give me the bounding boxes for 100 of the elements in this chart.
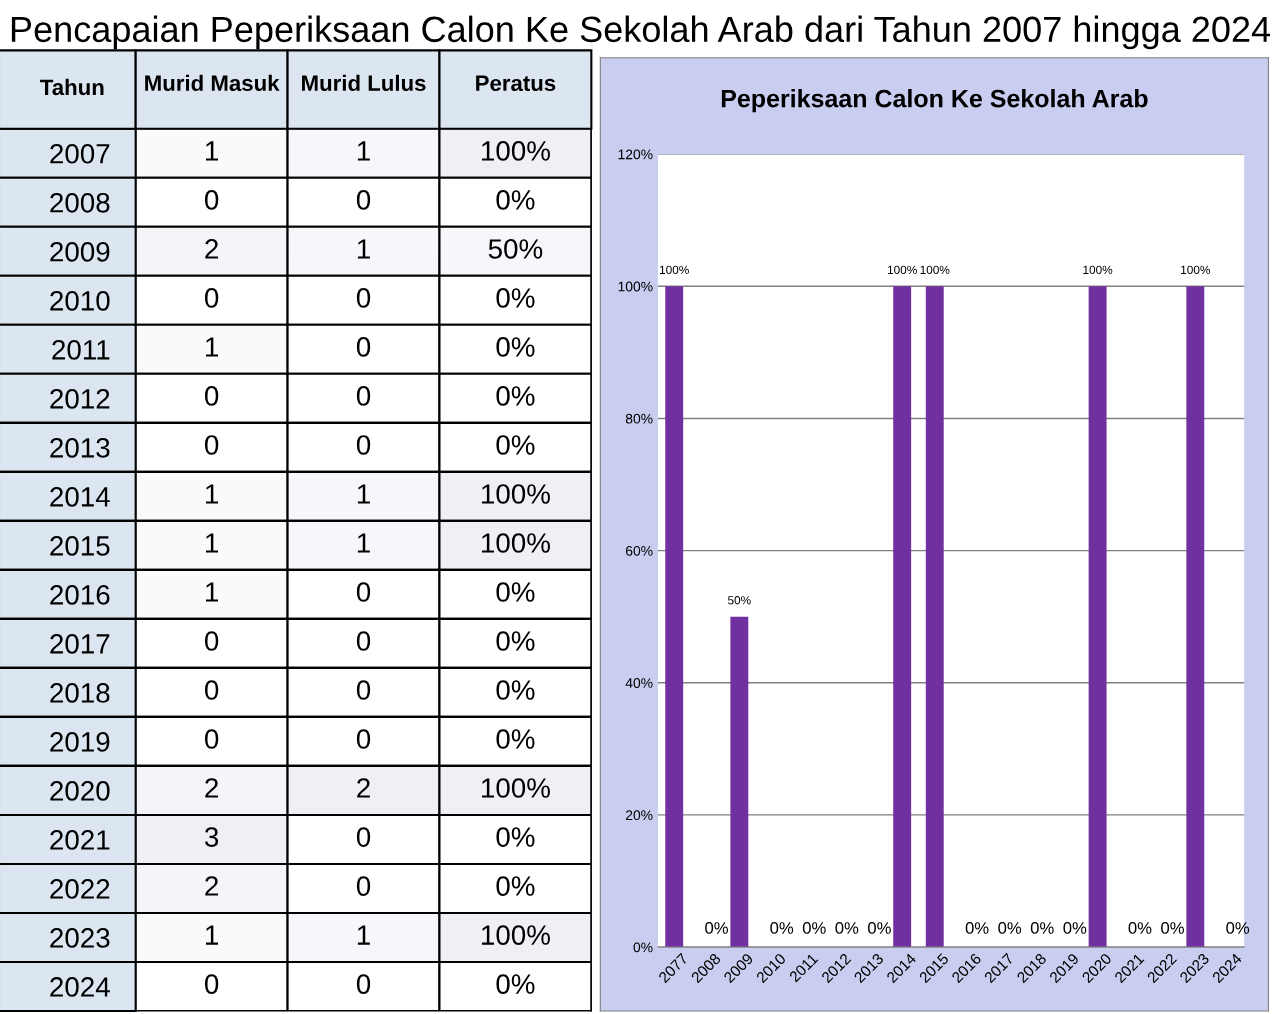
data-label: 0%	[496, 386, 535, 406]
data-label: 0	[356, 827, 371, 847]
data-label: 0%	[496, 974, 535, 994]
data-label: 0%	[1063, 922, 1087, 934]
data-label: 0%	[1226, 922, 1250, 934]
y-tick-label: 2020	[50, 781, 110, 801]
y-tick-label: 2008	[50, 192, 110, 213]
data-label: 1	[206, 533, 218, 553]
y-axis-title: Tahun	[40, 78, 104, 96]
data-label: 0%	[496, 435, 535, 455]
data-label: 100%	[482, 778, 550, 798]
data-label: 0%	[496, 631, 535, 651]
y-tick-label: 2021	[50, 830, 110, 850]
data-label: 0%	[835, 922, 859, 934]
y-tick-label: 40%	[625, 678, 653, 688]
data-label: 0	[356, 435, 371, 455]
data-label: 0%	[965, 922, 989, 934]
data-label: 0	[356, 876, 371, 896]
data-label: 0	[204, 288, 219, 308]
data-label: 1	[206, 337, 218, 357]
data-label: 1	[357, 239, 370, 259]
data-label: 0	[204, 631, 219, 651]
data-label: 0	[204, 190, 219, 210]
data-label: 0%	[496, 876, 535, 896]
data-label: 1	[206, 925, 218, 945]
data-label: 100%	[482, 533, 550, 553]
data-label: 0	[204, 435, 219, 455]
y-tick-label: 2013	[50, 438, 110, 458]
data-label: 0	[204, 729, 219, 749]
y-tick-label: 2023	[50, 928, 110, 948]
y-tick-label: 80%	[625, 413, 653, 424]
data-label: 1	[357, 141, 370, 161]
data-label: 0%	[496, 288, 535, 308]
data-label: 0	[356, 582, 371, 602]
data-label: 0	[356, 386, 371, 406]
data-label: 0%	[1161, 922, 1184, 934]
data-label: 0%	[496, 729, 535, 749]
y-tick-label: 2009	[50, 241, 110, 262]
data-label: 0	[356, 337, 371, 357]
data-label: 0%	[496, 190, 535, 210]
y-tick-label: 2012	[50, 389, 110, 409]
x-tick-label: Murid Lulus	[302, 74, 426, 92]
y-tick-label: 2017	[50, 634, 110, 654]
data-label: 1	[357, 484, 370, 504]
y-tick-label: 60%	[625, 545, 653, 556]
y-tick-label: 2011	[52, 339, 110, 360]
data-label: 0%	[868, 922, 891, 934]
data-label: 0	[356, 631, 371, 651]
data-label: 2	[205, 239, 218, 259]
data-label: 100%	[482, 925, 550, 945]
y-tick-label: 2022	[50, 879, 110, 899]
data-label: 0%	[496, 680, 535, 700]
data-label: 0%	[998, 922, 1022, 934]
y-tick-label: 2015	[50, 536, 110, 556]
data-label: 0	[204, 386, 219, 406]
data-label: 100%	[660, 265, 689, 275]
data-label: 0%	[1030, 922, 1054, 934]
data-label: 3	[204, 827, 219, 847]
chart-title: Pencapaian Peperiksaan Calon Ke Sekolah Arab dari Tahun 2007 hingga 2024	[11, 15, 1271, 50]
data-label: 0	[356, 190, 371, 210]
data-label: 2	[205, 778, 218, 798]
data-label: 0%	[496, 337, 535, 357]
data-label: 100%	[1083, 265, 1113, 275]
y-tick-label: 120%	[618, 149, 653, 160]
data-label: 0%	[705, 922, 728, 934]
data-label: 50%	[488, 239, 543, 259]
data-label: 0	[356, 288, 371, 308]
data-label: 50%	[728, 596, 751, 605]
x-tick-label: Peratus	[476, 75, 556, 92]
data-label: 100%	[482, 141, 550, 161]
data-label: 0%	[496, 582, 535, 602]
y-tick-label: 2019	[50, 732, 110, 752]
data-label: 0%	[802, 922, 826, 934]
data-label: 2	[357, 778, 370, 798]
data-label: 1	[206, 484, 218, 504]
y-tick-label: 2016	[50, 585, 110, 605]
y-tick-label: 20%	[625, 810, 653, 821]
y-tick-label: 100%	[618, 281, 653, 292]
data-label: 0%	[1128, 922, 1152, 934]
x-tick-label: Murid Masuk	[145, 74, 280, 92]
data-label: 0	[356, 974, 371, 994]
y-tick-label: 2018	[50, 683, 110, 703]
data-label: 1	[357, 925, 370, 945]
y-tick-label: 0%	[633, 942, 653, 953]
data-label: 0	[356, 680, 371, 700]
data-label: 0	[356, 729, 371, 749]
data-label: 100%	[1181, 265, 1210, 275]
chart-title: Peperiksaan Calon Ke Sekolah Arab	[721, 89, 1148, 113]
data-label: 100%	[887, 265, 917, 275]
data-label: 100%	[482, 484, 550, 504]
data-label: 1	[206, 582, 218, 602]
data-label: 0%	[770, 922, 794, 934]
data-label: 1	[357, 533, 370, 553]
data-label: 2	[205, 876, 218, 896]
y-tick-label: 2010	[50, 290, 110, 311]
data-label: 0	[204, 680, 219, 700]
y-tick-label: 2024	[50, 977, 110, 997]
y-tick-label: 2007	[50, 143, 110, 164]
y-tick-label: 2014	[50, 487, 110, 507]
data-label: 100%	[920, 265, 950, 275]
